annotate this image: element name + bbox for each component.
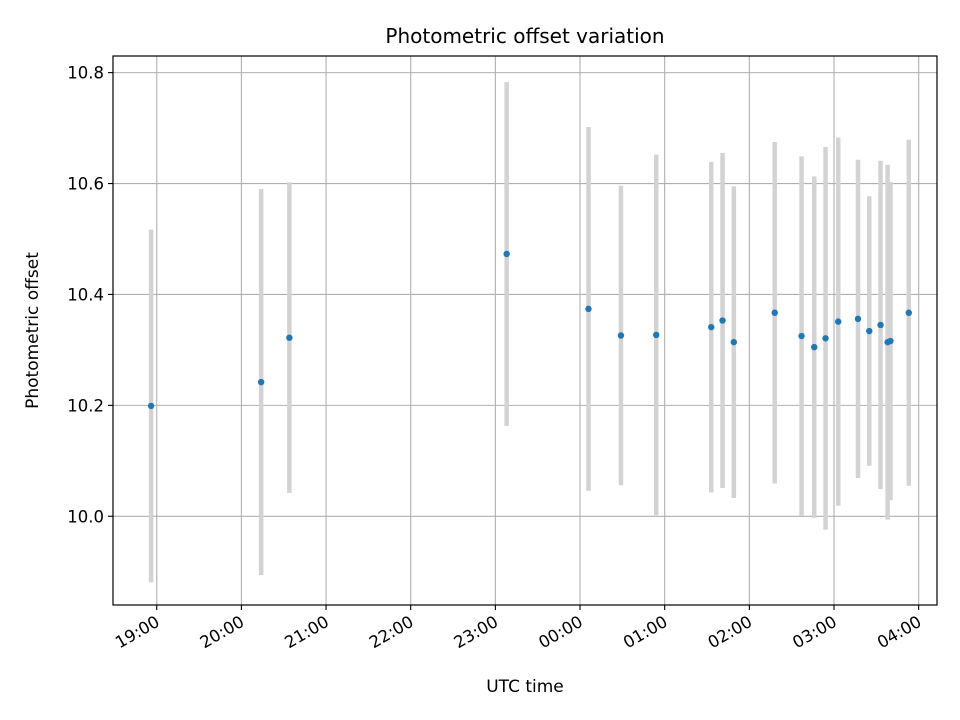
data-point [719, 317, 726, 324]
x-axis-label: UTC time [486, 677, 564, 697]
data-point [877, 321, 884, 329]
data-point [708, 323, 715, 331]
x-tick-label: 21:00 [281, 612, 332, 652]
data-point [147, 402, 155, 410]
data-point [257, 378, 265, 386]
x-tick-label: 04:00 [874, 612, 925, 652]
x-tick-label: 19:00 [112, 612, 163, 652]
data-point [887, 337, 894, 345]
data-point [286, 334, 293, 341]
x-tick-label: 22:00 [366, 612, 417, 652]
data-points [147, 250, 912, 410]
data-point [617, 332, 625, 339]
x-tick-label: 23:00 [451, 612, 502, 652]
data-point [811, 343, 818, 351]
data-point [585, 305, 592, 313]
data-point [653, 331, 660, 339]
data-point [905, 309, 912, 316]
x-tick-label: 02:00 [705, 612, 756, 652]
y-axis-label: Photometric offset [23, 252, 43, 409]
x-tick-label: 00:00 [535, 612, 586, 652]
error-bars [148, 82, 912, 583]
data-point [822, 335, 829, 342]
x-tick-label: 20:00 [197, 612, 248, 652]
y-tick-label: 10.4 [67, 285, 104, 304]
data-point [854, 315, 862, 323]
data-point [866, 327, 873, 335]
x-tick-label: 01:00 [620, 612, 671, 652]
axes-frame [112, 55, 938, 606]
y-tick-label: 10.0 [67, 507, 104, 526]
y-tick-label: 10.6 [67, 175, 104, 194]
data-point [798, 332, 805, 340]
chart-title: Photometric offset variation [385, 24, 664, 48]
ticks: 19:00 20:00 21:00 22:00 23:00 00:00 01:00 02:00… [67, 64, 924, 653]
data-point [503, 250, 510, 258]
data-point [835, 318, 842, 325]
x-tick-label: 03:00 [789, 612, 840, 652]
data-point [730, 338, 738, 346]
data-point [771, 309, 778, 316]
y-tick-label: 10.8 [67, 64, 104, 83]
y-tick-label: 10.2 [67, 396, 104, 415]
